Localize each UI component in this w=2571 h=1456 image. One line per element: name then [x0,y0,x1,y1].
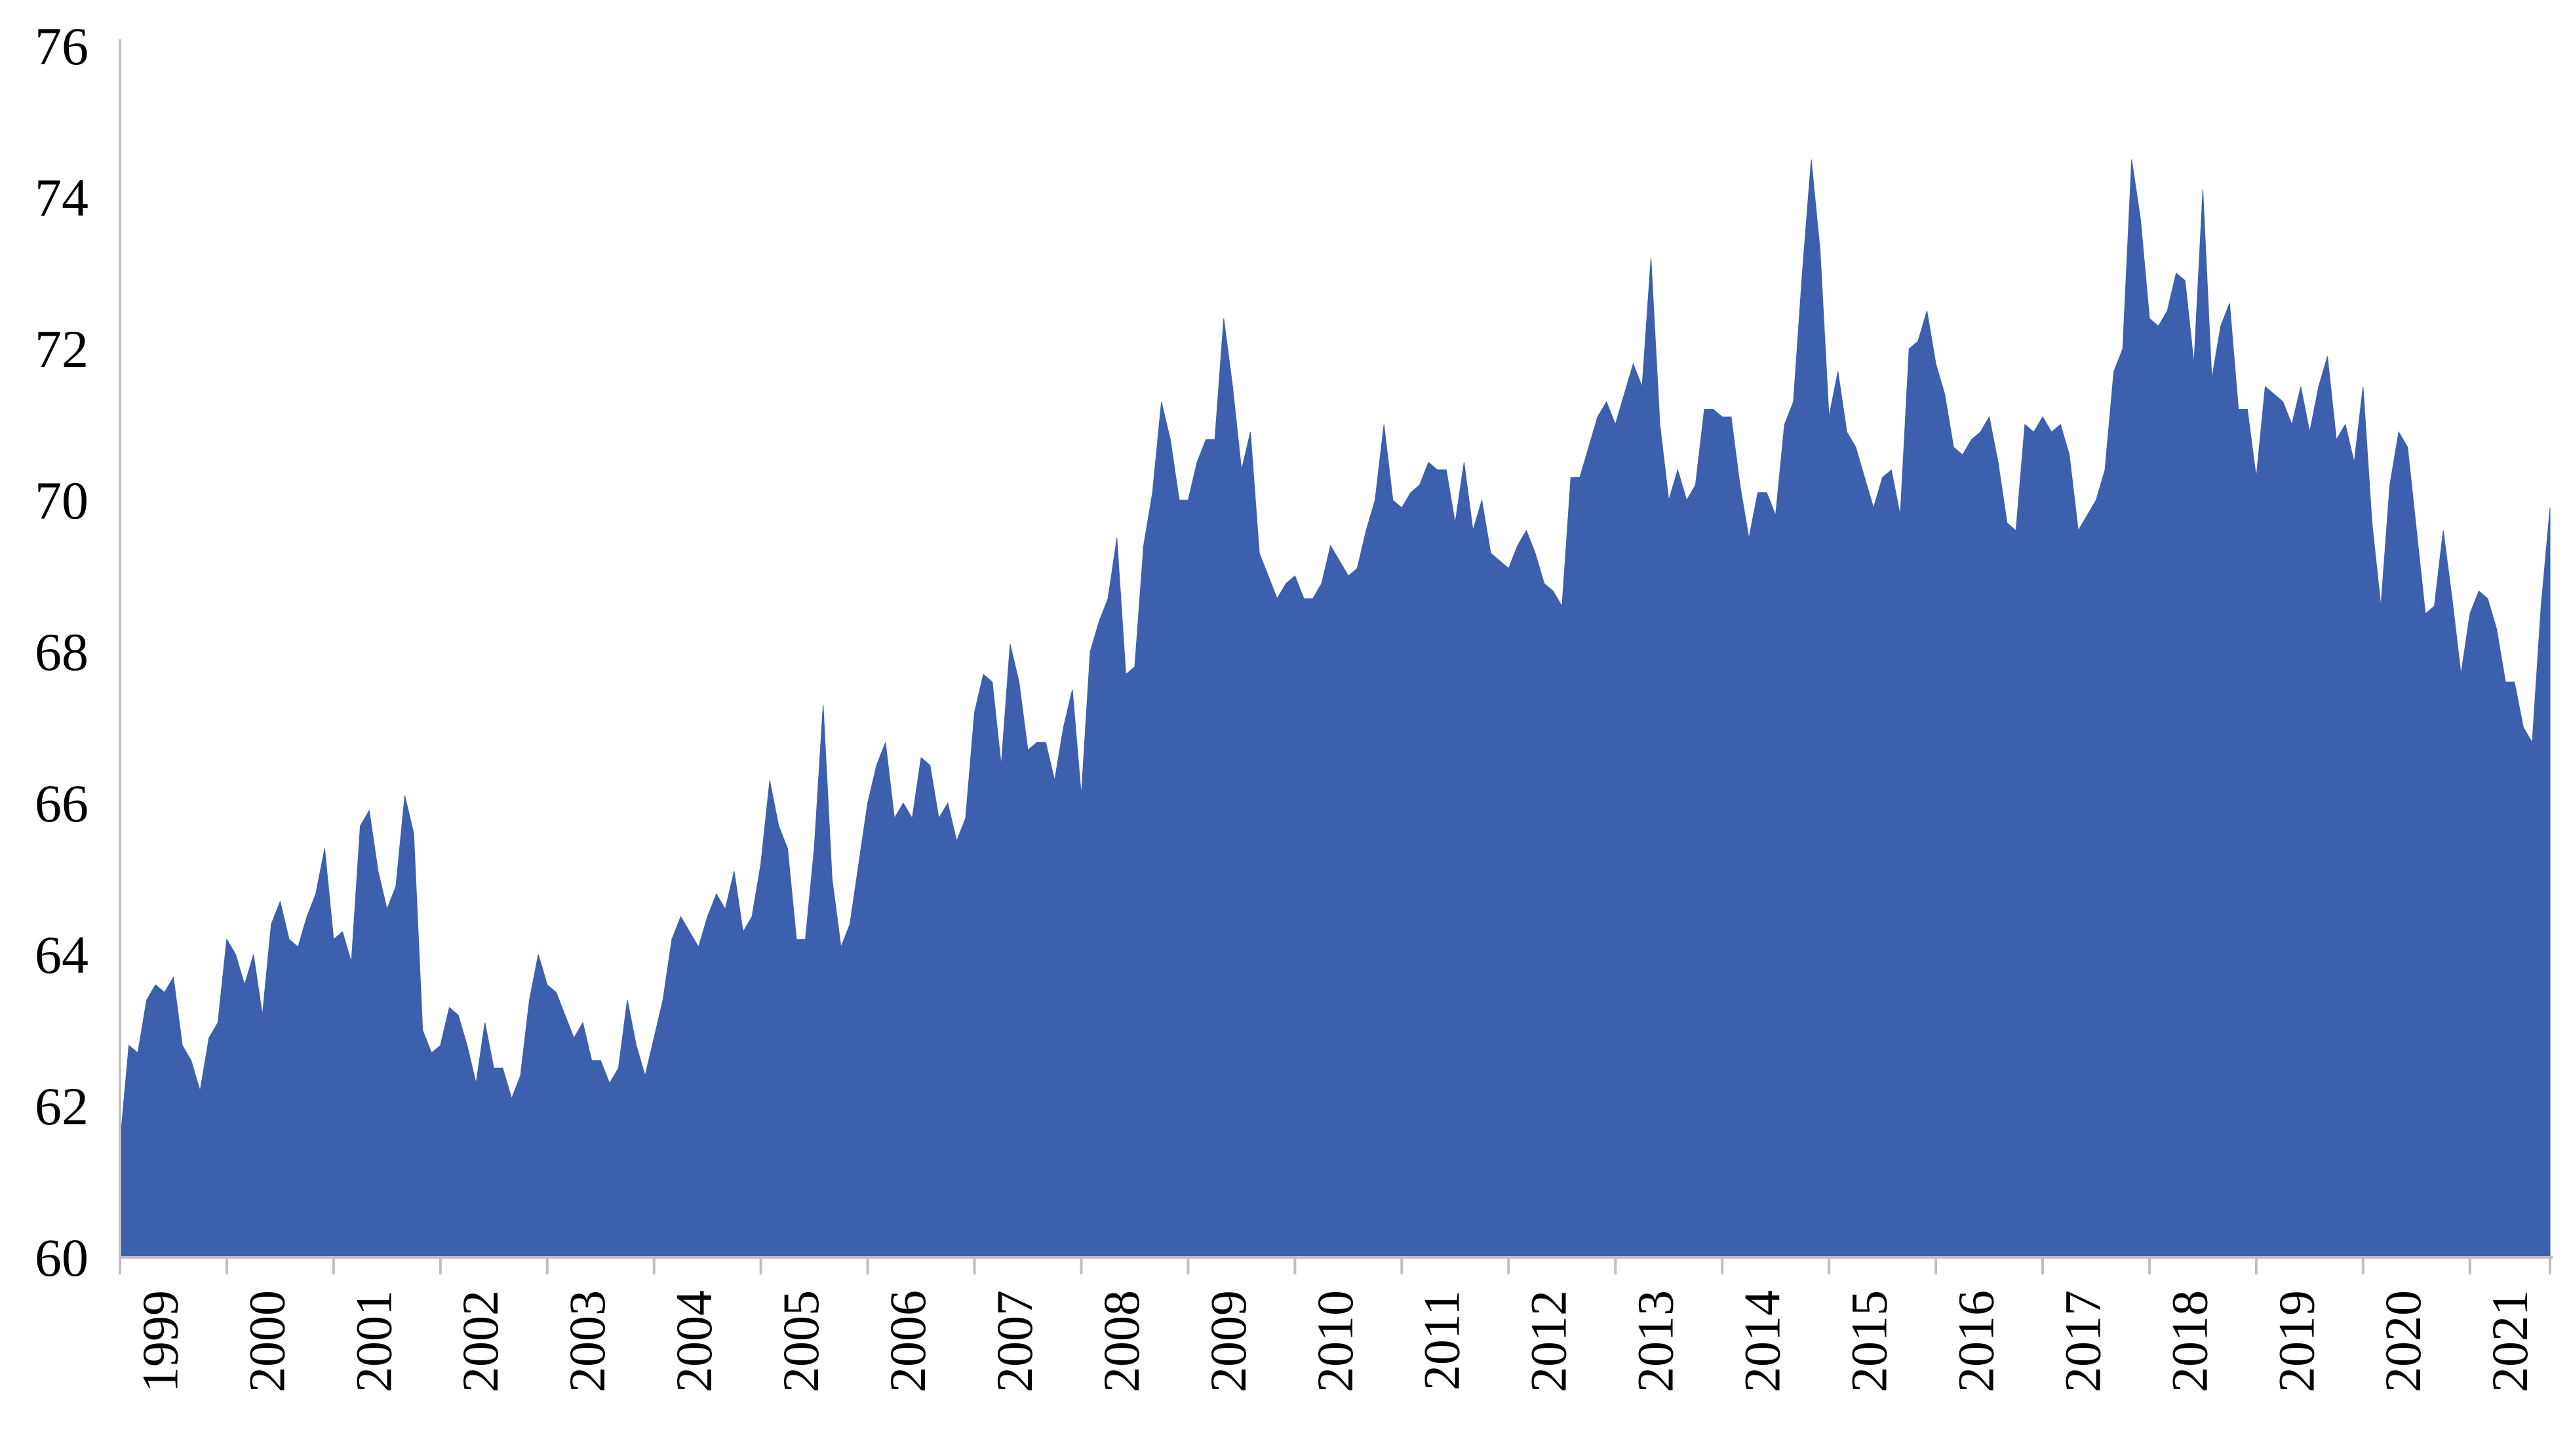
x-tick-label: 2005 [772,1290,829,1392]
x-tick-label: 2002 [452,1290,509,1392]
y-tick-label: 64 [35,925,88,985]
x-axis-ticks: 1999 2000 2001 2002 2003 2004 2005 2006 2007 2008… [119,1257,2551,1392]
area-series [119,159,2551,1258]
y-tick-label: 74 [35,168,88,227]
y-tick-label: 60 [35,1228,88,1288]
x-tick-label: 2001 [345,1290,402,1392]
x-tick-label: 1999 [131,1290,188,1392]
x-tick-label: 2020 [2374,1290,2431,1392]
x-tick-label: 2013 [1627,1290,1684,1392]
x-tick-label: 2017 [2054,1290,2111,1392]
x-tick-label: 2012 [1520,1290,1577,1392]
y-tick-label: 62 [35,1076,88,1136]
x-tick-label: 2000 [238,1290,295,1392]
y-axis-ticks: 60 62 64 66 68 70 72 74 76 [35,16,88,1288]
x-tick-label: 2011 [1413,1290,1470,1390]
y-tick-label: 70 [35,471,88,530]
y-tick-label: 66 [35,774,88,833]
chart-axes [119,39,2553,1259]
x-tick-label: 2016 [1947,1290,2004,1392]
y-tick-label: 68 [35,622,88,682]
x-tick-label: 2003 [559,1290,616,1392]
x-tick-label: 2014 [1734,1290,1791,1392]
x-tick-label: 2004 [665,1290,722,1392]
x-tick-label: 2007 [986,1290,1043,1392]
x-tick-label: 2021 [2481,1290,2538,1392]
x-tick-label: 2010 [1306,1290,1364,1392]
x-tick-label: 2006 [879,1290,936,1392]
y-tick-label: 72 [35,319,88,379]
x-tick-label: 2009 [1200,1290,1257,1392]
x-tick-label: 2018 [2161,1290,2218,1392]
y-tick-label: 76 [35,16,88,76]
x-tick-label: 2015 [1840,1290,1897,1392]
x-tick-label: 2019 [2267,1290,2325,1392]
series-area [119,159,2551,1258]
x-tick-label: 2008 [1093,1290,1150,1392]
